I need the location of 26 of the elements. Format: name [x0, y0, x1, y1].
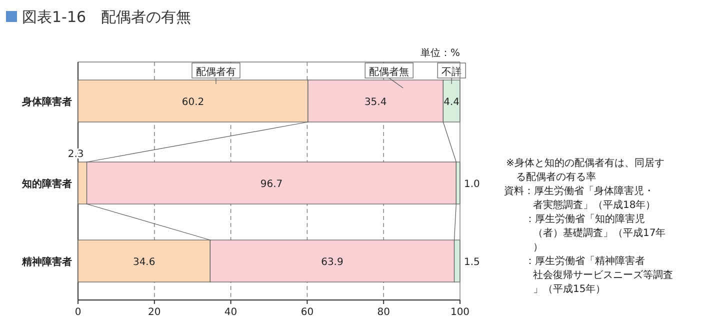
series-label: 配偶者有: [196, 66, 236, 78]
y-tick-label: 身体障害者: [21, 96, 72, 108]
x-tick-label: 100: [450, 307, 470, 318]
data-label: 63.9: [321, 257, 344, 268]
x-tick-label: 0: [74, 307, 82, 318]
data-label: 1.0: [464, 179, 480, 190]
data-label: 96.7: [260, 179, 283, 190]
data-label: 4.4: [444, 97, 460, 108]
data-label: 60.2: [182, 97, 204, 108]
x-tick-label: 20: [148, 307, 161, 318]
y-tick-label: 知的障害者: [21, 178, 72, 190]
text: ：厚生労働省「精神障害者社会復帰サービスニーズ等調査」（平成15年）: [525, 255, 673, 295]
text: ：厚生労働省「知的障害児（者）基礎調査」（平成17年）: [525, 213, 666, 253]
x-tick-label: 80: [377, 307, 390, 318]
data-label: 35.4: [364, 97, 387, 108]
text: ※身体と知的の配偶者有は、同居する配偶者の有る率: [506, 157, 664, 183]
x-tick-label: 60: [300, 307, 314, 318]
x-tick-label: 40: [224, 307, 238, 318]
chart-title: 図表1-16 配偶者の有無: [22, 8, 192, 26]
text: 単位：%: [420, 47, 460, 59]
data-label: 34.6: [132, 257, 156, 268]
series-label: 不詳: [442, 66, 462, 78]
text: 資料：厚生労働省「身体障害児・者実態調査」（平成18年）: [504, 185, 656, 211]
data-label: 1.5: [464, 257, 480, 268]
y-tick-label: 精神障害者: [21, 256, 72, 268]
series-label: 配偶者無: [369, 66, 410, 78]
